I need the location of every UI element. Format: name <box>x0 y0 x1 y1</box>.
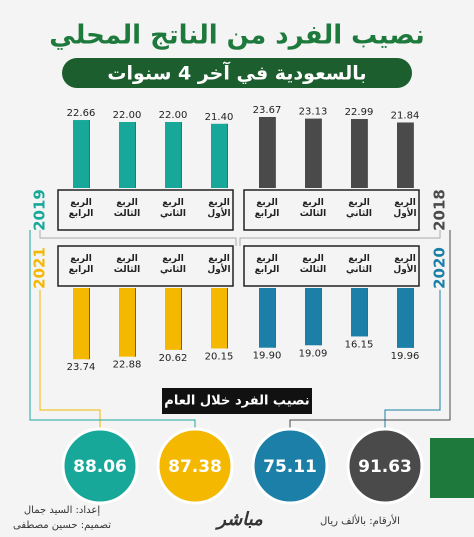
connector <box>39 290 101 428</box>
flag <box>430 438 474 498</box>
bar <box>397 288 413 348</box>
title: نصيب الفرد من الناتج المحلي <box>49 21 424 51</box>
value-label: 16.15 <box>345 339 374 350</box>
bar <box>305 288 321 346</box>
category-label: الربع الثاني <box>345 198 372 219</box>
bar <box>259 288 275 348</box>
credit: إعداد: السيد جمال <box>24 505 100 516</box>
category-label: الربع الثاني <box>159 198 186 219</box>
category-label: الربع الأول <box>207 254 231 275</box>
subtitle-banner <box>62 58 412 88</box>
subtitle: بالسعودية في آخر 4 سنوات <box>107 61 366 85</box>
total-circle <box>251 427 329 505</box>
category-label: الربع الأول <box>207 198 231 219</box>
bar <box>73 120 89 188</box>
value-label: 22.00 <box>113 110 142 121</box>
category-label: الربع الثاني <box>345 254 372 275</box>
total-value: 75.11 <box>263 457 317 477</box>
value-label: 23.67 <box>253 105 282 116</box>
total-value: 91.63 <box>358 457 412 477</box>
connector <box>384 290 441 428</box>
value-label: 20.15 <box>205 351 234 362</box>
value-label: 23.74 <box>67 362 96 373</box>
credit: تصميم: حسين مصطفى <box>13 520 111 531</box>
value-label: 19.90 <box>253 351 282 362</box>
value-label: 22.66 <box>67 108 96 119</box>
category-label: الربع الثاني <box>159 254 186 275</box>
category-label: الربع الرابع <box>68 198 94 219</box>
value-label: 19.96 <box>391 351 420 362</box>
bar <box>165 122 181 188</box>
value-label: 19.09 <box>299 348 328 359</box>
connector <box>239 230 441 246</box>
connector <box>289 230 451 428</box>
value-label: 22.88 <box>113 360 142 371</box>
bar <box>305 118 321 188</box>
label-box <box>243 189 420 231</box>
bar <box>119 122 135 188</box>
year-label: 2021 <box>31 247 49 289</box>
total-circle <box>156 427 234 505</box>
summary-label: نصيب الفرد خلال العام <box>164 394 309 409</box>
total-circle <box>61 427 139 505</box>
total-value: 88.06 <box>73 457 127 477</box>
year-label: 2018 <box>431 189 449 231</box>
category-label: الربع الرابع <box>68 254 94 275</box>
bar <box>211 288 227 349</box>
bar <box>259 116 275 188</box>
year-label: 2020 <box>431 247 449 289</box>
bar <box>397 122 413 188</box>
value-label: 21.40 <box>205 112 234 123</box>
label-box <box>57 245 234 287</box>
brand: مباشر <box>214 509 263 530</box>
category-label: الربع الأول <box>393 198 417 219</box>
value-label: 22.00 <box>159 110 188 121</box>
category-label: الربع الرابع <box>254 198 280 219</box>
category-label: الربع الأول <box>393 254 417 275</box>
total-value: 87.38 <box>168 457 222 477</box>
label-box <box>57 189 234 231</box>
year-label: 2019 <box>31 189 49 231</box>
value-label: 23.13 <box>299 107 328 118</box>
category-label: الربع الثالث <box>299 198 327 219</box>
connector <box>39 230 237 246</box>
value-label: 22.99 <box>345 107 374 118</box>
unit-note: الأرقام: بالألف ريال <box>320 514 400 527</box>
summary-banner <box>162 388 312 414</box>
connector <box>29 230 196 428</box>
bar <box>73 288 89 360</box>
category-label: الربع الرابع <box>254 254 280 275</box>
bar <box>165 288 181 350</box>
category-label: الربع الثالث <box>299 254 327 275</box>
bar <box>351 288 367 337</box>
total-circle <box>346 427 424 505</box>
value-label: 20.62 <box>159 353 188 364</box>
category-label: الربع الثالث <box>113 198 141 219</box>
bar <box>351 119 367 188</box>
bar <box>211 123 227 188</box>
bar <box>119 288 135 357</box>
label-box <box>243 245 420 287</box>
value-label: 21.84 <box>391 110 420 121</box>
category-label: الربع الثالث <box>113 254 141 275</box>
